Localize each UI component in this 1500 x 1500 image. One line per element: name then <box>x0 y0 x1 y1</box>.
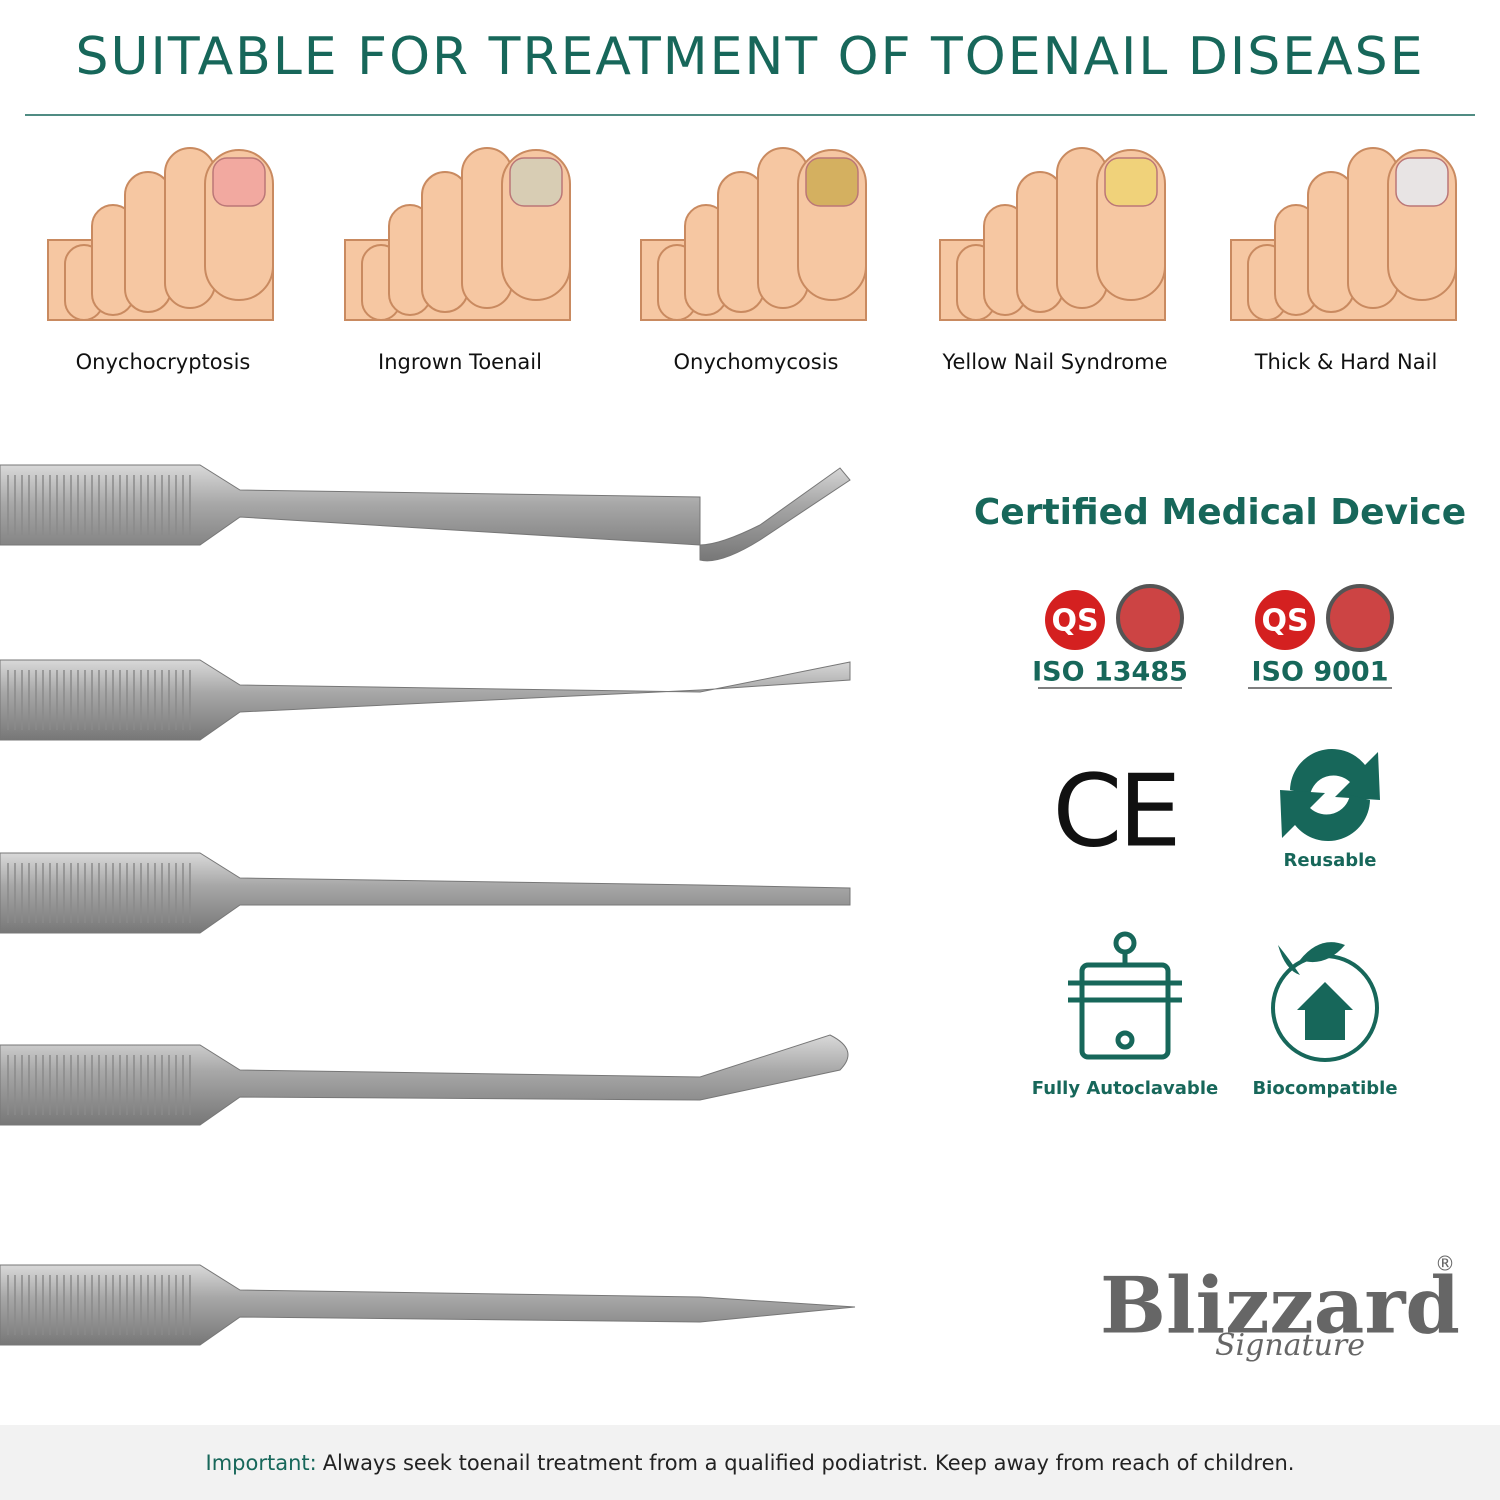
instrument <box>0 1264 856 1346</box>
qs-seal <box>1116 584 1184 652</box>
nail <box>509 157 563 207</box>
qs-seal <box>1326 584 1394 652</box>
condition-label: Thick & Hard Nail <box>1254 350 1438 374</box>
instrument-body <box>0 464 851 562</box>
qs-logo: QS <box>1051 604 1098 639</box>
nail <box>805 157 859 207</box>
footer-lead: Important: <box>205 1450 317 1475</box>
feet: Onychocryptosis Ingrown Toenail Onychomyco… <box>47 147 1457 374</box>
feature-label: Reusable <box>1283 850 1376 871</box>
instrument-body <box>0 1034 849 1126</box>
instrument <box>0 1034 849 1126</box>
cert-heading: Certified Medical Device <box>974 492 1466 533</box>
iso-badges: QS ISO 13485 QS ISO 9001 <box>1032 584 1394 689</box>
qs-red <box>1255 590 1315 650</box>
brand-mark: ® <box>1435 1252 1455 1276</box>
instrument <box>0 659 851 741</box>
foot <box>344 147 571 321</box>
foot <box>939 147 1166 321</box>
instrument-body <box>0 1264 856 1346</box>
footer-text: Always seek toenail treatment from a qua… <box>322 1450 1295 1475</box>
brand-sub: Signature <box>1215 1328 1365 1363</box>
instrument-body <box>0 852 851 934</box>
nail <box>1395 157 1449 207</box>
foot <box>1230 147 1457 321</box>
qs-logo: QS <box>1261 604 1308 639</box>
nail <box>212 157 266 207</box>
condition-label: Onychomycosis <box>674 350 839 374</box>
ce-mark: CE <box>1052 752 1177 869</box>
condition-label: Onychocryptosis <box>76 350 251 374</box>
instrument <box>0 464 851 562</box>
biocompatible-icon <box>1271 942 1379 1062</box>
brand-name: Blizzard <box>1100 1261 1460 1352</box>
feature-label: Biocompatible <box>1252 1078 1397 1099</box>
foot <box>47 147 274 321</box>
artwork: SUITABLE FOR TREATMENT OF TOENAIL DISEAS… <box>0 27 1475 1363</box>
instruments <box>0 464 856 1346</box>
instrument-body <box>0 659 851 741</box>
instrument <box>0 852 851 934</box>
footer: Important: Always seek toenail treatment… <box>0 1425 1500 1500</box>
autoclave-icon <box>1068 931 1182 1060</box>
iso-label: ISO 13485 <box>1032 657 1188 688</box>
iso-label: ISO 9001 <box>1252 657 1389 688</box>
condition-label: Yellow Nail Syndrome <box>941 350 1167 374</box>
condition-label: Ingrown Toenail <box>378 350 542 374</box>
qs-red <box>1045 590 1105 650</box>
foot <box>640 147 867 321</box>
nail <box>1104 157 1158 207</box>
feature-label: Fully Autoclavable <box>1032 1078 1218 1099</box>
reusable-icon <box>1280 748 1380 842</box>
title: SUITABLE FOR TREATMENT OF TOENAIL DISEAS… <box>75 27 1424 87</box>
